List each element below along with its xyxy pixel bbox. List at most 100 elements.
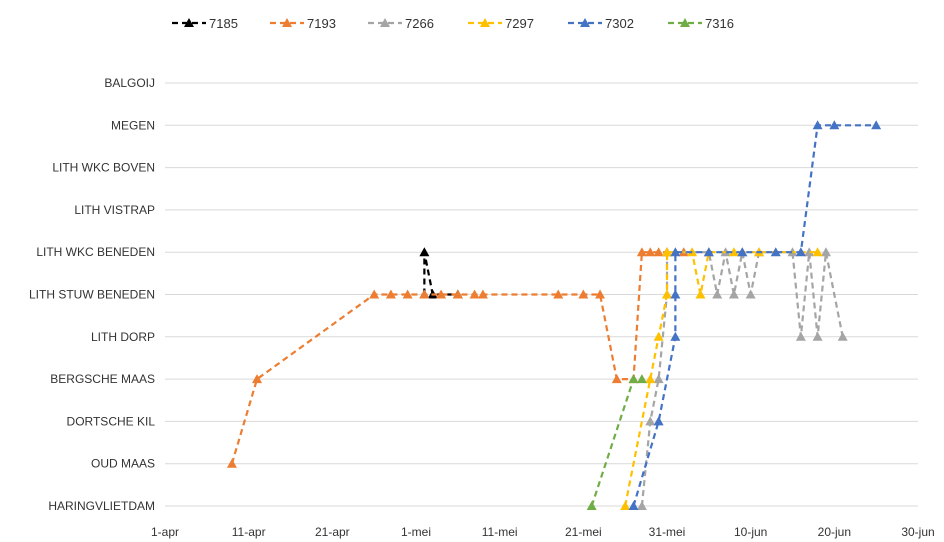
x-tick-label: 1-apr <box>151 525 179 539</box>
y-axis-labels: HARINGVLIETDAM OUD MAAS DORTSCHE KIL BERGSC… <box>29 76 155 513</box>
series-line-7316 <box>590 378 642 507</box>
data-point <box>728 289 739 299</box>
data-point <box>611 374 622 384</box>
legend-item-7316: 7316 <box>668 16 734 31</box>
data-point <box>469 289 480 299</box>
series-line-7266 <box>640 251 844 507</box>
data-point <box>812 120 823 130</box>
data-point <box>728 247 739 257</box>
data-point <box>419 289 430 299</box>
x-tick-label: 1-mei <box>401 525 431 539</box>
series-line-7185 <box>423 251 458 296</box>
y-tick-label: BALGOIJ <box>104 76 155 90</box>
legend-label: 7185 <box>209 16 238 31</box>
data-point <box>252 374 263 384</box>
legend-label: 7193 <box>307 16 336 31</box>
x-tick-label: 31-mei <box>649 525 686 539</box>
legend-item-7297: 7297 <box>468 16 534 31</box>
series-7302 <box>628 120 882 510</box>
data-point <box>636 247 647 257</box>
series-7193 <box>226 247 689 468</box>
data-point <box>712 289 723 299</box>
x-tick-label: 20-jun <box>818 525 851 539</box>
y-tick-label: MEGEN <box>111 118 155 132</box>
data-point <box>369 289 380 299</box>
data-point <box>829 120 840 130</box>
legend-item-7193: 7193 <box>270 16 336 31</box>
legend-marker <box>380 18 390 27</box>
legend-label: 7302 <box>605 16 634 31</box>
legend: 7185 7193 7266 7297 7302 7316 <box>172 16 734 31</box>
data-point <box>871 120 882 130</box>
x-tick-label: 21-apr <box>315 525 350 539</box>
data-point <box>628 501 639 510</box>
data-point <box>837 331 848 341</box>
data-point <box>553 289 564 299</box>
data-point <box>770 247 781 257</box>
data-point <box>419 247 430 257</box>
legend-item-7185: 7185 <box>172 16 238 31</box>
data-point <box>695 289 706 299</box>
x-tick-label: 30-jun <box>901 525 934 539</box>
data-point <box>636 501 647 510</box>
data-point <box>820 247 831 257</box>
y-tick-label: DORTSCHE KIL <box>67 414 156 428</box>
series-7316 <box>586 374 647 510</box>
data-point <box>795 331 806 341</box>
data-point <box>402 289 413 299</box>
data-point <box>653 416 664 426</box>
data-point <box>477 289 488 299</box>
data-point <box>595 289 606 299</box>
legend-marker <box>480 18 490 27</box>
data-point <box>645 416 656 426</box>
x-tick-label: 21-mei <box>565 525 602 539</box>
data-point <box>653 374 664 384</box>
data-point <box>226 458 237 468</box>
data-point <box>385 289 396 299</box>
data-point <box>586 501 597 510</box>
data-point <box>737 247 748 257</box>
data-point <box>670 247 681 257</box>
data-point <box>670 331 681 341</box>
data-point <box>662 289 672 299</box>
data-point <box>662 247 672 257</box>
data-point <box>645 374 656 384</box>
data-point <box>804 247 815 257</box>
data-point <box>745 289 756 299</box>
series-7266 <box>636 247 848 510</box>
legend-marker <box>680 18 690 27</box>
y-tick-label: LITH STUW BENEDEN <box>29 288 155 302</box>
y-tick-label: LITH WKC BOVEN <box>52 161 155 175</box>
series-7297 <box>620 247 823 510</box>
series-line-7302 <box>632 124 877 507</box>
data-point <box>628 374 639 384</box>
legend-label: 7316 <box>705 16 734 31</box>
y-tick-label: LITH DORP <box>91 330 155 344</box>
y-tick-label: LITH WKC BENEDEN <box>36 245 155 259</box>
data-point <box>578 289 589 299</box>
x-tick-label: 11-apr <box>232 525 266 539</box>
data-point <box>653 247 664 257</box>
x-tick-label: 10-jun <box>734 525 767 539</box>
legend-item-7266: 7266 <box>368 16 434 31</box>
y-tick-label: LITH VISTRAP <box>74 203 155 217</box>
y-tick-label: HARINGVLIETDAM <box>48 499 155 513</box>
data-point <box>670 289 681 299</box>
legend-marker <box>282 18 292 27</box>
data-point <box>703 247 714 257</box>
data-point <box>452 289 463 299</box>
data-point <box>653 331 664 341</box>
legend-label: 7297 <box>505 16 534 31</box>
series-line-7193 <box>230 251 684 465</box>
data-point <box>620 501 631 510</box>
x-axis-labels: 1-apr 11-apr 21-apr 1-mei 11-mei 21-mei 31-mei… <box>151 525 935 539</box>
data-point <box>812 247 823 257</box>
data-point <box>636 374 647 384</box>
y-tick-label: BERGSCHE MAAS <box>50 372 155 386</box>
legend-item-7302: 7302 <box>568 16 634 31</box>
data-point <box>795 247 806 257</box>
legend-marker <box>184 18 194 27</box>
data-point <box>812 331 823 341</box>
data-point <box>436 289 447 299</box>
